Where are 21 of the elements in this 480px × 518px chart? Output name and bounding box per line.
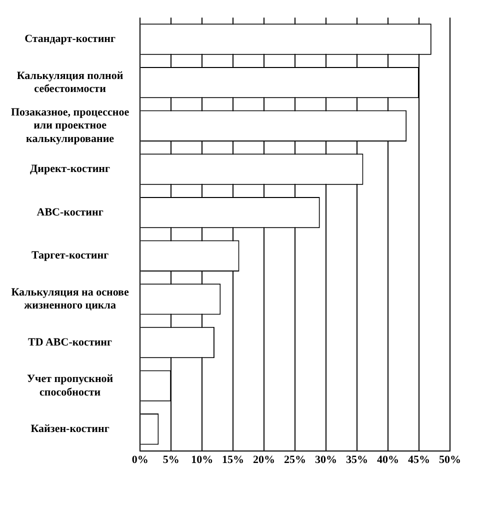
- y-tick-label: Учет пропускной способности: [26, 373, 114, 398]
- y-tick-label: TD ABC-костинг: [28, 336, 112, 348]
- x-tick-label: 10%: [191, 454, 214, 466]
- y-tick-label: Калькуляция на основе жизненного цикла: [11, 286, 129, 312]
- x-tick-label: 15%: [222, 454, 244, 466]
- y-tick-label: Стандарт-костинг: [24, 33, 116, 46]
- x-tick-label: 40%: [377, 454, 400, 466]
- x-tick-label: 20%: [253, 454, 276, 466]
- x-tick-label: 35%: [346, 454, 368, 466]
- x-tick-label: 0%: [132, 454, 148, 466]
- x-tick-label: 50%: [439, 454, 461, 466]
- x-tick-label: 30%: [315, 454, 338, 466]
- y-tick-label: Таргет-костинг: [31, 250, 109, 262]
- y-tick-label: Калькуляция полной себестоимости: [16, 70, 124, 96]
- y-tick-label: ABC-костинг: [36, 206, 104, 218]
- x-tick-label: 5%: [162, 454, 180, 466]
- y-tick-label: Директ-костинг: [30, 163, 110, 176]
- x-tick-label: 45%: [408, 454, 430, 466]
- y-tick-label: Кайзен-костинг: [30, 422, 110, 435]
- x-tick-label: 25%: [284, 454, 306, 466]
- y-tick-label: Позаказное, процессное или проектное калькулирование: [10, 106, 130, 145]
